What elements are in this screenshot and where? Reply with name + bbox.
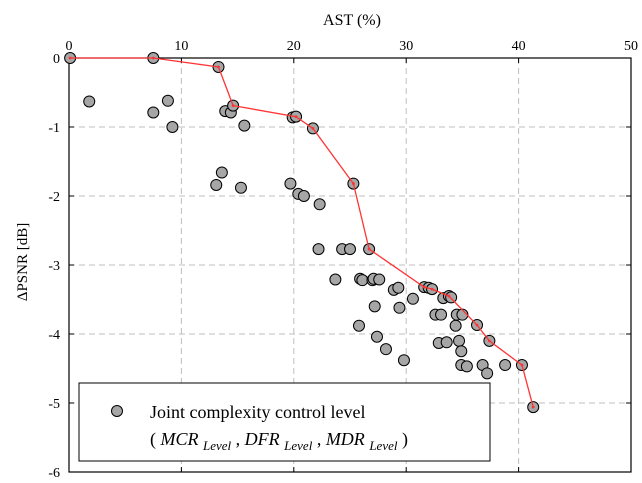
data-point [455,345,468,358]
data-point [161,94,174,107]
data-point [234,181,247,194]
legend: Joint complexity control level ( MCR Lev… [78,382,491,462]
data-point [460,360,473,373]
y-tick-label: -6 [48,466,60,481]
y-tick-label: -2 [48,190,60,205]
data-point [373,273,386,286]
y-tick-label: -1 [48,121,60,136]
y-tick-label: -3 [48,259,60,274]
frontier-vertex [151,56,155,60]
legend-close-paren: ) [402,429,408,450]
data-point [284,177,297,190]
data-point [379,343,392,356]
data-point [499,359,512,372]
frontier-vertex [422,285,426,289]
legend-term-dfr: DFR [244,429,280,449]
data-point [435,308,448,321]
legend-term-dfr-sub: Level [283,438,313,453]
frontier-vertex [231,104,235,108]
frontier-vertex [447,294,451,298]
legend-sep-1: , [236,429,245,449]
data-point [329,273,342,286]
data-point [368,300,381,313]
data-point [393,301,406,314]
y-tick-label: 0 [53,52,60,67]
legend-term-mcr-sub: Level [202,438,232,453]
data-point [453,334,466,347]
frontier-vertices [68,56,535,409]
data-point [352,319,365,332]
legend-term-mcr: MCR [160,429,199,449]
data-point [392,281,405,294]
data-point [397,354,410,367]
frontier-vertex [520,363,524,367]
frontier-vertex [475,323,479,327]
data-point [440,336,453,349]
frontier-vertex [531,405,535,409]
x-tick-label: 50 [624,39,638,54]
legend-marker [111,405,123,417]
data-point [238,119,251,132]
data-point [481,367,494,380]
legend-open-paren: ( [150,429,156,450]
data-point [83,95,96,108]
frontier-vertex [367,247,371,251]
data-point [344,243,356,256]
data-point [312,243,325,256]
frontier-vertex [351,182,355,185]
legend-term-mdr: MDR [325,429,365,449]
y-tick-labels: 0 -1 -2 -3 -4 -5 -6 [48,52,60,481]
y-axis-label: ΔPSNR [dB] [15,223,31,301]
x-tick-label: 10 [174,39,188,54]
data-point [166,121,179,133]
x-tick-label: 40 [512,39,526,54]
legend-sep-2: , [317,429,326,449]
data-point [210,178,223,191]
data-point [215,166,228,179]
frontier-vertex [294,115,298,119]
legend-line2: ( MCR Level , DFR Level , MDR Level ) [150,429,408,454]
axis-ticks [68,57,632,473]
y-tick-label: -4 [48,328,60,343]
x-tick-label: 20 [287,39,301,54]
x-tick-labels: 0 10 20 30 40 50 [66,39,639,54]
y-tick-label: -5 [48,397,60,412]
legend-line1: Joint complexity control level [150,402,365,422]
x-tick-label: 0 [66,39,73,54]
data-point [356,274,369,287]
x-axis-label: AST (%) [323,12,381,29]
data-point [406,292,419,305]
x-tick-label: 30 [399,39,413,54]
legend-box [78,382,491,462]
data-point [297,190,310,202]
data-point [445,291,458,304]
frontier-vertex [430,287,434,291]
data-point [370,330,383,343]
frontier-vertex [217,65,220,69]
data-point [313,198,326,211]
frontier-vertex [487,339,491,343]
data-point [449,319,462,332]
data-point [147,106,160,119]
frontier-vertex [311,126,315,130]
frontier-vertex [68,56,72,60]
legend-term-mdr-sub: Level [368,438,398,453]
scatter-points [64,52,540,414]
